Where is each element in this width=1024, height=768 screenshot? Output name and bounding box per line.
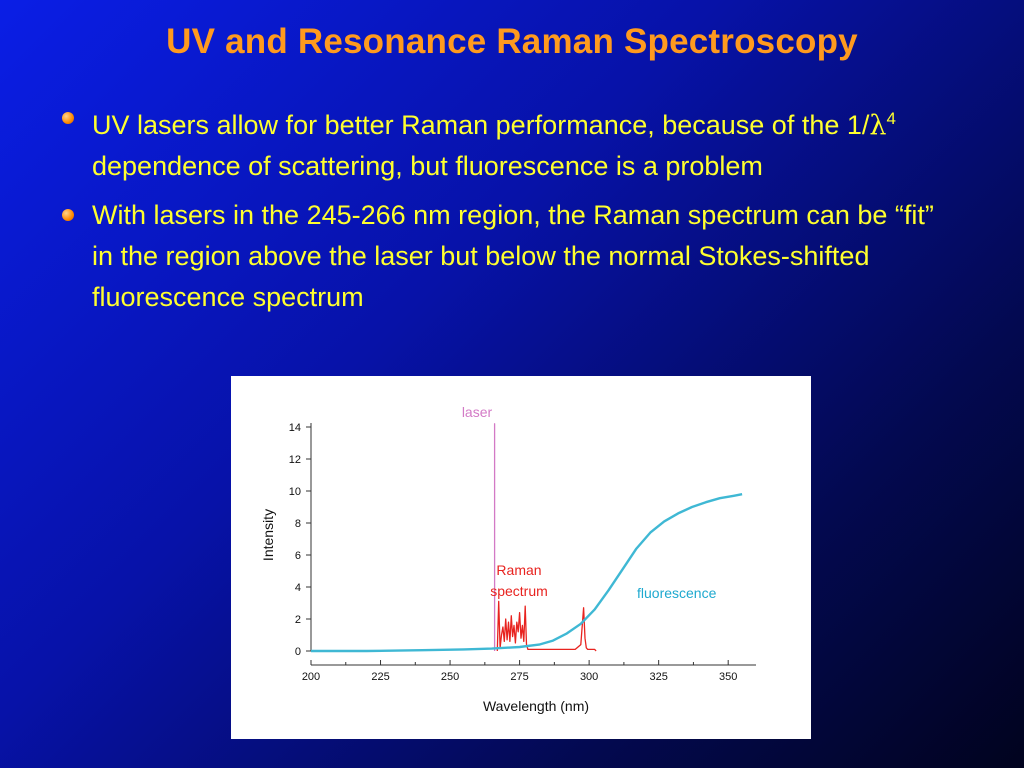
- bullet-dot-icon: [62, 112, 74, 124]
- y-tick-label: 6: [295, 550, 301, 562]
- exponent: 4: [886, 109, 896, 128]
- y-tick-label: 4: [295, 582, 301, 594]
- y-tick-label: 10: [289, 486, 301, 498]
- y-tick-label: 2: [295, 614, 301, 626]
- bullet-text: With lasers in the 245-266 nm region, th…: [92, 200, 934, 312]
- annotation-label: laser: [462, 404, 493, 420]
- spectrum-chart: 0 2 4 6 8 10 12 14 200 225 250 275 300 325 350 Wavelen…: [260, 404, 756, 714]
- bullet-item: With lasers in the 245-266 nm region, th…: [60, 195, 960, 318]
- annotation-label: fluorescence: [637, 585, 717, 601]
- chart-series: [311, 423, 743, 653]
- slide-title: UV and Resonance Raman Spectroscopy: [166, 22, 858, 61]
- y-tick-label: 14: [289, 422, 301, 434]
- x-tick-label: 250: [441, 671, 459, 683]
- lambda-symbol: λ: [869, 110, 887, 141]
- annotation-label: Raman: [496, 562, 541, 578]
- x-tick-label: 275: [510, 671, 528, 683]
- bullet-text-end: dependence of scattering, but fluorescen…: [92, 151, 763, 181]
- spectrum-figure: 0 2 4 6 8 10 12 14 200 225 250 275 300 325 350 Wavelen…: [231, 376, 811, 739]
- x-tick-label: 300: [580, 671, 598, 683]
- x-tick-label: 325: [649, 671, 667, 683]
- annotation-label: spectrum: [490, 583, 548, 599]
- y-tick-label: 8: [295, 518, 301, 530]
- x-axis-label: Wavelength (nm): [483, 698, 589, 714]
- bullet-text-start: UV lasers allow for better Raman perform…: [92, 110, 870, 140]
- bullet-item: UV lasers allow for better Raman perform…: [60, 98, 960, 187]
- x-tick-label: 200: [302, 671, 320, 683]
- series-fluorescence: [311, 493, 743, 653]
- y-axis-label: Intensity: [260, 509, 276, 561]
- x-tick-label: 225: [371, 671, 389, 683]
- chart-labels: Wavelength (nm) Intensity laser Raman spectr…: [260, 404, 717, 714]
- series-raman-spectrum: [496, 600, 597, 652]
- y-tick-label: 0: [295, 646, 301, 658]
- chart-axes: 0 2 4 6 8 10 12 14 200 225 250 275 300 325 350: [289, 422, 756, 683]
- y-tick-label: 12: [289, 454, 301, 466]
- x-tick-label: 350: [719, 671, 737, 683]
- bullet-dot-icon: [62, 209, 74, 221]
- bullet-list: UV lasers allow for better Raman perform…: [60, 98, 960, 326]
